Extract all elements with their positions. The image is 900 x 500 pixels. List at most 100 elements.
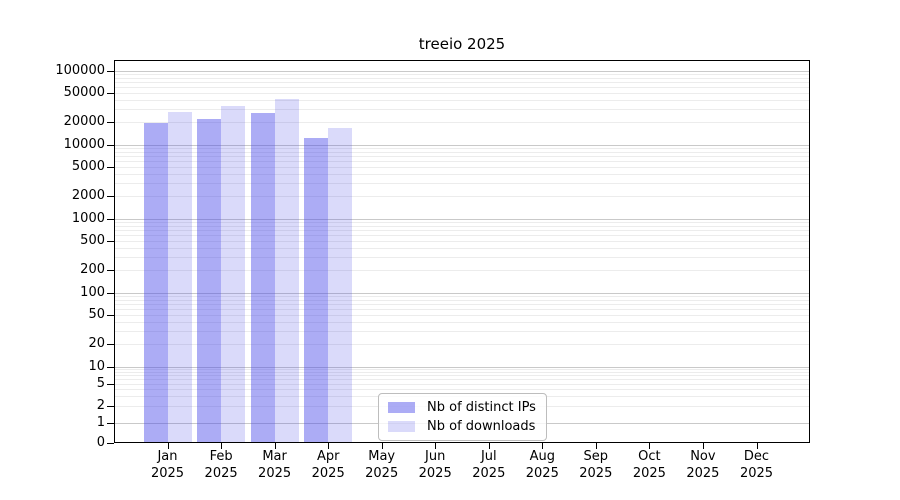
y-tick-mark bbox=[107, 315, 114, 316]
gridline-minor bbox=[114, 122, 810, 124]
gridline-minor bbox=[114, 344, 810, 346]
y-tick-mark bbox=[107, 167, 114, 168]
month-year: 2025 bbox=[204, 466, 238, 481]
gridline-major bbox=[114, 366, 810, 368]
bar-nb-of-downloads-jan bbox=[167, 111, 192, 443]
legend-swatch-nb-of-downloads bbox=[388, 421, 415, 432]
gridline-minor bbox=[114, 156, 810, 158]
bar-nb-of-distinct-ips-jan bbox=[143, 123, 168, 443]
gridline-minor bbox=[114, 74, 810, 76]
y-tick-label-10000: 10000 bbox=[63, 136, 105, 152]
gridline-minor bbox=[114, 109, 810, 111]
x-tick-mark-nov bbox=[702, 443, 704, 449]
y-tick-mark bbox=[107, 366, 114, 368]
x-tick-label-aug: Aug 2025 bbox=[510, 448, 574, 482]
gridline-minor bbox=[114, 82, 810, 84]
legend: Nb of distinct IPs Nb of downloads bbox=[378, 393, 547, 441]
month-year: 2025 bbox=[365, 466, 399, 481]
x-tick-label-dec: Dec 2025 bbox=[725, 448, 789, 482]
x-tick-label-jun: Jun 2025 bbox=[403, 448, 467, 482]
legend-label-nb-of-distinct-ips: Nb of distinct IPs bbox=[427, 400, 536, 415]
legend-item-nb-of-distinct-ips: Nb of distinct IPs bbox=[388, 400, 536, 415]
month-year: 2025 bbox=[311, 466, 345, 481]
gridline-minor bbox=[114, 225, 810, 227]
month-name: Oct bbox=[638, 449, 661, 464]
gridline-minor bbox=[114, 304, 810, 306]
gridline-minor bbox=[114, 379, 810, 381]
y-tick-mark bbox=[107, 196, 114, 198]
plot-area: Nb of distinct IPs Nb of downloads bbox=[114, 60, 810, 443]
month-year: 2025 bbox=[632, 466, 666, 481]
month-name: Mar bbox=[262, 449, 287, 464]
x-tick-label-oct: Oct 2025 bbox=[617, 448, 681, 482]
gridline-major bbox=[114, 218, 810, 220]
y-tick-label-10: 10 bbox=[88, 358, 105, 374]
month-name: May bbox=[368, 449, 396, 464]
y-tick-label-2000: 2000 bbox=[71, 188, 105, 204]
gridline-minor bbox=[114, 148, 810, 150]
gridline-minor bbox=[114, 183, 810, 185]
bar-nb-of-distinct-ips-feb bbox=[197, 119, 222, 443]
y-tick-mark bbox=[107, 344, 114, 346]
x-tick-mark-oct bbox=[649, 443, 651, 449]
x-tick-label-apr: Apr 2025 bbox=[296, 448, 360, 482]
x-tick-mark-feb bbox=[221, 443, 223, 449]
gridline-minor bbox=[114, 383, 810, 385]
y-tick-mark bbox=[107, 383, 114, 385]
gridline-minor bbox=[114, 77, 810, 79]
bar-nb-of-downloads-apr bbox=[328, 127, 353, 443]
chart-title: treeio 2025 bbox=[418, 35, 506, 53]
x-tick-mark-apr bbox=[328, 443, 330, 449]
gridline-minor bbox=[114, 87, 810, 89]
gridline-minor bbox=[114, 375, 810, 377]
month-year: 2025 bbox=[418, 466, 452, 481]
gridline-minor bbox=[114, 167, 810, 168]
month-name: Aug bbox=[529, 449, 555, 464]
month-year: 2025 bbox=[579, 466, 613, 481]
gridline-minor bbox=[114, 222, 810, 224]
y-tick-label-500: 500 bbox=[80, 233, 105, 248]
y-tick-label-100: 100 bbox=[80, 284, 105, 300]
month-name: Dec bbox=[743, 449, 770, 464]
y-tick-mark bbox=[107, 292, 114, 294]
gridline-minor bbox=[114, 372, 810, 374]
legend-item-nb-of-downloads: Nb of downloads bbox=[388, 419, 536, 434]
gridline-minor bbox=[114, 100, 810, 102]
y-tick-label-0: 0 bbox=[96, 435, 105, 450]
month-year: 2025 bbox=[739, 466, 774, 481]
y-tick-mark bbox=[107, 122, 114, 124]
gridline-major bbox=[114, 292, 810, 294]
gridline-minor bbox=[114, 296, 810, 298]
x-tick-mark-dec bbox=[756, 443, 758, 449]
gridline-major bbox=[114, 144, 810, 146]
y-tick-mark bbox=[107, 93, 114, 94]
legend-swatch-nb-of-distinct-ips bbox=[388, 402, 415, 413]
gridline-minor bbox=[114, 257, 810, 259]
gridline-minor bbox=[114, 299, 810, 301]
month-year: 2025 bbox=[686, 466, 720, 481]
y-tick-mark bbox=[107, 405, 114, 407]
y-tick-label-100000: 100000 bbox=[55, 62, 105, 78]
y-tick-mark bbox=[107, 241, 114, 242]
month-name: Sep bbox=[583, 449, 609, 464]
y-tick-label-50: 50 bbox=[88, 307, 105, 322]
x-tick-label-feb: Feb 2025 bbox=[189, 448, 253, 482]
gridline-minor bbox=[114, 151, 810, 153]
month-name: Jul bbox=[480, 449, 497, 464]
y-tick-label-20000: 20000 bbox=[63, 114, 105, 130]
y-tick-label-2: 2 bbox=[96, 397, 105, 413]
x-tick-mark-aug bbox=[542, 443, 544, 449]
x-tick-mark-jun bbox=[435, 443, 437, 449]
y-tick-label-200: 200 bbox=[80, 262, 105, 278]
month-name: Feb bbox=[209, 449, 233, 464]
gridline-minor bbox=[114, 161, 810, 163]
y-tick-mark bbox=[107, 443, 114, 444]
gridline-minor bbox=[114, 174, 810, 176]
y-tick-label-50000: 50000 bbox=[63, 85, 105, 100]
month-name: Apr bbox=[316, 449, 340, 464]
y-tick-label-1: 1 bbox=[96, 414, 105, 430]
x-tick-label-jan: Jan 2025 bbox=[136, 448, 200, 482]
month-name: Nov bbox=[690, 449, 716, 464]
gridline-minor bbox=[114, 322, 810, 324]
x-tick-label-jul: Jul 2025 bbox=[457, 448, 521, 482]
